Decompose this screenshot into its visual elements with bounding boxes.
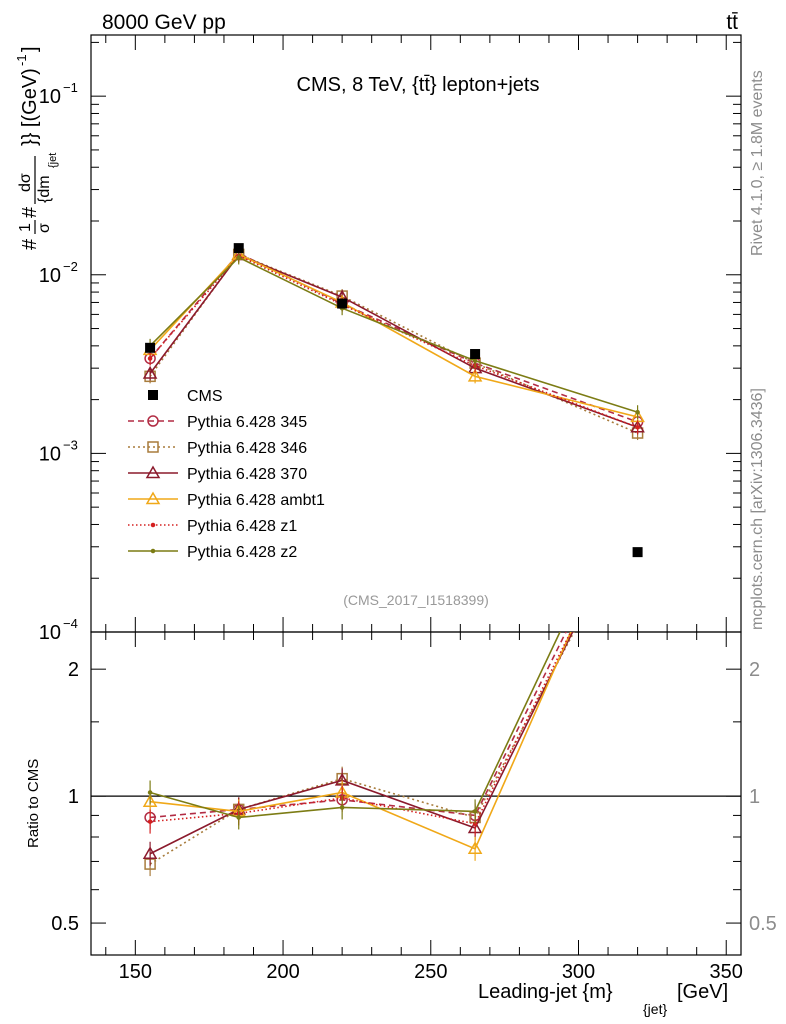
series-marker-z2 [236,255,242,260]
legend: CMS Pythia 6.428 345 Pythia 6.428 346 Pythi… [128,388,325,561]
series-marker-370 [142,366,158,379]
main-y-tick-label: 10 [39,86,61,108]
chart-title: CMS, 8 TeV, {tt̄} lepton+jets [297,74,540,96]
x-tick-label: 350 [710,961,743,983]
cms-data-point [145,342,156,353]
series-marker-z1 [147,356,153,361]
x-tick-label: 200 [266,961,299,983]
x-tick-label: 250 [414,961,447,983]
legend-label: Pythia 6.428 345 [187,414,307,431]
ratio-y-tick-label-right: 2 [749,659,760,681]
ratio-marker-ambt1 [142,794,158,807]
ylabel-frac2-den: {dm [36,175,53,203]
ratio-marker-z2 [472,809,478,814]
legend-label: Pythia 6.428 z1 [187,518,297,535]
ylabel-suffix-end: ] [19,46,41,52]
mcplots-label: mcplots.cern.ch [arXiv:1306.3436] [749,388,766,630]
beam-label: 8000 GeV pp [102,11,226,34]
series-line-z2 [149,256,638,413]
cms-data-point [337,298,348,309]
ylabel-frac1-num: 1 [17,223,34,232]
ylabel-suffix: }} [(GeV) [19,68,41,146]
ratio-y-tick-label: 0.5 [51,913,79,935]
ratio-marker-z2 [236,815,242,820]
ylabel-hash2: # [19,206,41,218]
ratio-line-346 [149,632,575,865]
series-marker-ambt1 [467,368,483,382]
cms-data-point [470,349,481,360]
legend-marker [147,441,159,453]
series-marker-z1 [635,424,640,430]
x-tick-label: 150 [119,961,152,983]
analysis-id-label: (CMS_2017_I1518399) [343,592,489,608]
ylabel-prefix: # [19,238,41,250]
xlabel-end: [GeV] [677,981,728,1003]
legend-label: Pythia 6.428 346 [187,440,307,457]
main-y-axis-label: # 1 σ # dσ {dm {jet }} [(GeV) -1 ] [14,46,59,250]
series-line-370 [149,254,638,429]
main-y-tick-exponent: −3 [63,437,78,452]
legend-marker [147,415,159,427]
cms-data-point [233,243,244,254]
ratio-series-group [142,466,644,877]
legend-marker [145,491,161,505]
legend-label: Pythia 6.428 ambt1 [187,492,325,509]
ratio-y-axis-label: Ratio to CMS [25,759,42,848]
legend-marker [150,548,156,554]
series-marker-z2 [472,358,478,364]
process-label: tt̄ [726,11,738,34]
x-tick-label: 300 [562,961,595,983]
ylabel-frac2-num: dσ [17,173,34,192]
ratio-y-tick-label-right: 1 [749,786,760,808]
ratio-marker-z2 [339,805,345,810]
ylabel-frac2-den-sub: {jet [47,153,59,168]
series-line-346 [149,253,638,434]
main-y-tick-label: 10 [39,265,61,287]
ratio-panel-frame [90,631,742,956]
series-line-z1 [149,254,638,429]
main-y-tick-label: 10 [39,622,61,644]
svg-text:#: # [19,238,41,250]
ratio-marker-z1 [147,819,153,824]
ratio-marker-ambt1 [632,475,644,486]
legend-marker [150,522,156,528]
ratio-y-tick-label: 2 [68,659,79,681]
cms-data-point [632,547,643,558]
ratio-marker-z2 [147,790,153,795]
series-line-345 [149,252,638,423]
legend-label: Pythia 6.428 z2 [187,544,297,561]
ratio-marker-ambt1 [467,841,483,855]
main-y-tick-exponent: −1 [63,80,78,95]
main-y-tick-exponent: −4 [63,616,78,631]
ratio-marker-370 [142,846,158,860]
ratio-y-tick-label-right: 0.5 [749,913,777,935]
ratio-marker-346 [633,508,643,518]
ylabel-suffix-sup: -1 [14,54,29,66]
xlabel-sub: {jet} [643,1001,667,1017]
legend-label: Pythia 6.428 370 [187,466,307,483]
ratio-marker-370 [632,495,644,506]
legend-label: CMS [187,388,223,405]
main-series-group [142,243,645,558]
ratio-marker-345 [633,482,643,492]
ratio-marker-z1 [636,496,640,500]
main-y-tick-label: 10 [39,443,61,465]
rivet-version-label: Rivet 4.1.0, ≥ 1.8M events [749,70,766,256]
series-marker-z2 [635,409,640,415]
main-y-tick-exponent: −2 [63,259,78,274]
xlabel-main: Leading-jet {m} [478,981,613,1003]
legend-marker [145,465,161,479]
ratio-axis-ticks: 0.5 0.5 1 1 2 2 150 200 250 300 350 [51,632,777,983]
main-axis-ticks: 10−410−310−210−1 [39,35,741,644]
series-line-ambt1 [149,253,638,418]
ylabel-frac1-den: σ [36,223,53,233]
x-axis-label: Leading-jet {m} {jet} [GeV] [478,981,728,1017]
ratio-line-345 [150,632,567,819]
ratio-y-tick-label: 1 [68,786,79,808]
legend-marker [148,390,158,400]
ratio-marker-z2 [636,466,640,470]
